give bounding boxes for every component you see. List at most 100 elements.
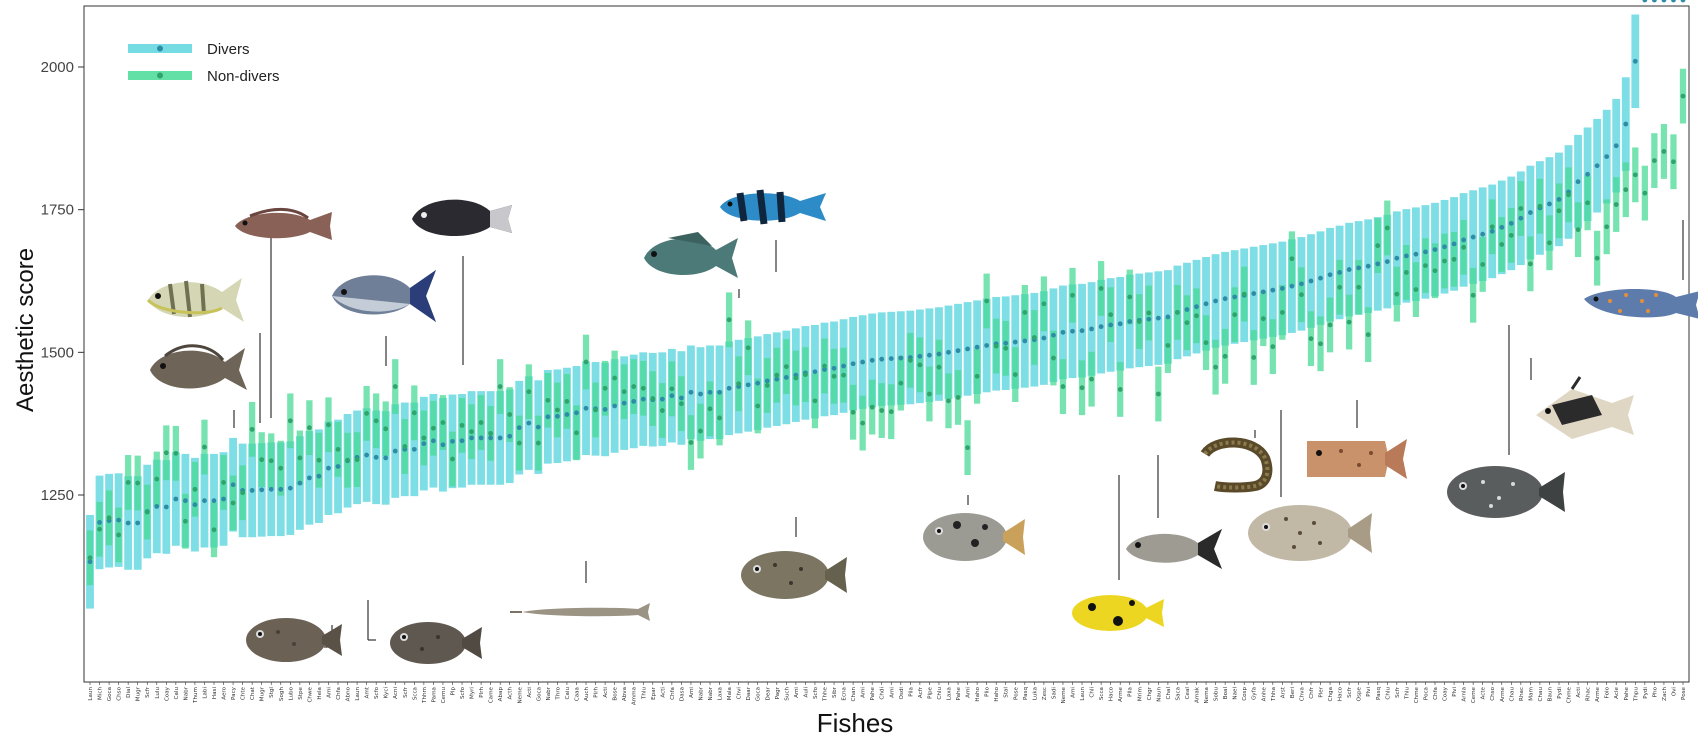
divers-mean-point (316, 473, 322, 479)
divers-mean-point (1375, 261, 1381, 267)
divers-mean-point (1012, 339, 1018, 345)
non-divers-mean-point (278, 465, 284, 471)
divers-mean-point (927, 352, 932, 358)
x-tick-label: Abva (622, 687, 628, 701)
x-tick-label: Plrh (594, 687, 600, 698)
divers-mean-point (1279, 286, 1285, 291)
divers-mean-point (555, 413, 560, 419)
non-divers-mean-point (602, 385, 608, 391)
non-divers-mean-point (1661, 149, 1667, 154)
divers-mean-point (879, 356, 885, 362)
non-divers-mean-point (650, 396, 656, 401)
non-divers-mean-point (97, 526, 102, 532)
divers-mean-point (469, 435, 474, 441)
x-tick-label: Epar (651, 686, 657, 700)
y-tick-label: 1500 (41, 344, 74, 361)
x-tick-label: Calu (174, 687, 180, 700)
mean-points (87, 0, 1686, 565)
non-divers-mean-point (993, 343, 999, 349)
non-divers-mean-point (726, 317, 732, 323)
non-divers-mean-point (1318, 341, 1323, 347)
divers-mean-point (936, 351, 942, 357)
divers-mean-point (764, 378, 770, 384)
divers-mean-point (1403, 253, 1409, 259)
x-tick-label: Lulu (155, 687, 161, 699)
non-divers-mean-point (326, 422, 331, 428)
fish-pufferfish-2-icon (390, 622, 482, 664)
fish-striped-snapper-icon (146, 278, 244, 322)
x-axis-title: Fishes (817, 708, 894, 738)
non-divers-mean-point (478, 420, 484, 425)
x-tick-label: Amak (1195, 686, 1201, 703)
divers-mean-point (421, 441, 427, 447)
x-tick-label: Cosp (1242, 687, 1248, 701)
x-tick-label: Thhm (422, 687, 428, 704)
non-divers-mean-point (1508, 232, 1514, 238)
divers-mean-point (602, 407, 608, 412)
divers-mean-point (364, 452, 370, 458)
non-divers-mean-point (402, 444, 408, 449)
divers-mean-point (574, 410, 579, 416)
non-divers-mean-point (125, 480, 131, 485)
x-tick-label: Laun (88, 687, 94, 701)
non-divers-mean-point (1537, 203, 1543, 209)
non-divers-mean-point (297, 455, 303, 461)
non-divers-mean-point (984, 298, 990, 304)
legend-point-non-divers (157, 72, 163, 79)
divers-mean-point (955, 348, 961, 354)
fish-illustrations (146, 189, 1698, 664)
divers-mean-point (841, 363, 846, 369)
non-divers-mean-point (1651, 158, 1657, 163)
divers-mean-point (1194, 304, 1199, 310)
divers-mean-point (1480, 231, 1486, 237)
divers-mean-point (640, 396, 646, 402)
fish-large-spotted-puffer-icon (1248, 505, 1372, 561)
x-tick-label: Luka (1032, 687, 1038, 700)
x-tick-label: Ecna (842, 687, 848, 701)
divers-mean-point (669, 393, 675, 399)
x-tick-label: Auli (803, 687, 809, 698)
non-divers-mean-point (1155, 391, 1161, 397)
x-tick-label: Pama (431, 687, 437, 702)
divers-mean-point (1442, 244, 1447, 250)
x-tick-label: Thlu (641, 687, 647, 701)
x-tick-label: Arme (1500, 686, 1506, 701)
divers-mean-point (1060, 329, 1066, 335)
fish-unicornfish-icon (1126, 529, 1222, 569)
fish-filefish-icon (1584, 288, 1698, 319)
x-tick-label: Auch (584, 687, 590, 701)
non-divers-mean-point (793, 375, 799, 381)
divers-mean-point (564, 412, 570, 417)
non-divers-mean-point (1461, 244, 1467, 250)
non-divers-mean-point (583, 359, 589, 365)
x-tick-label: Caaa (574, 687, 580, 701)
fish-needlefish-icon (510, 603, 650, 621)
divers-mean-point (488, 435, 494, 441)
divers-mean-point (173, 496, 179, 502)
x-tick-label: Scca (1099, 687, 1105, 700)
non-divers-mean-point (936, 364, 942, 370)
x-tick-label: Rhac (1586, 687, 1592, 701)
x-tick-label: Ami (861, 687, 867, 698)
divers-mean-point (965, 346, 970, 352)
x-tick-label: Plvi (1452, 687, 1458, 697)
divers-mean-point (1270, 287, 1276, 293)
non-divers-mean-point (364, 410, 370, 416)
x-tick-label: Acle (1614, 686, 1620, 698)
x-tick-label: Coay (1443, 686, 1449, 701)
non-divers-mean-point (202, 444, 207, 450)
divers-mean-point (1508, 220, 1514, 226)
non-divers-mean-point (860, 420, 866, 426)
divers-mean-point (1671, 0, 1676, 3)
x-tick-label: Nabr (546, 686, 552, 700)
x-tick-label: Ospe (1357, 686, 1363, 701)
non-divers-mean-point (1260, 316, 1266, 322)
x-tick-label: Acth (508, 687, 514, 700)
fish-pufferfish-3-icon (741, 551, 847, 599)
x-tick-label: Chfa (336, 687, 342, 700)
divers-mean-point (946, 349, 951, 355)
x-tick-label: Sobu (1214, 687, 1220, 702)
non-divers-mean-point (1442, 258, 1447, 264)
divers-mean-point (411, 446, 417, 452)
non-divers-mean-point (1327, 322, 1333, 328)
